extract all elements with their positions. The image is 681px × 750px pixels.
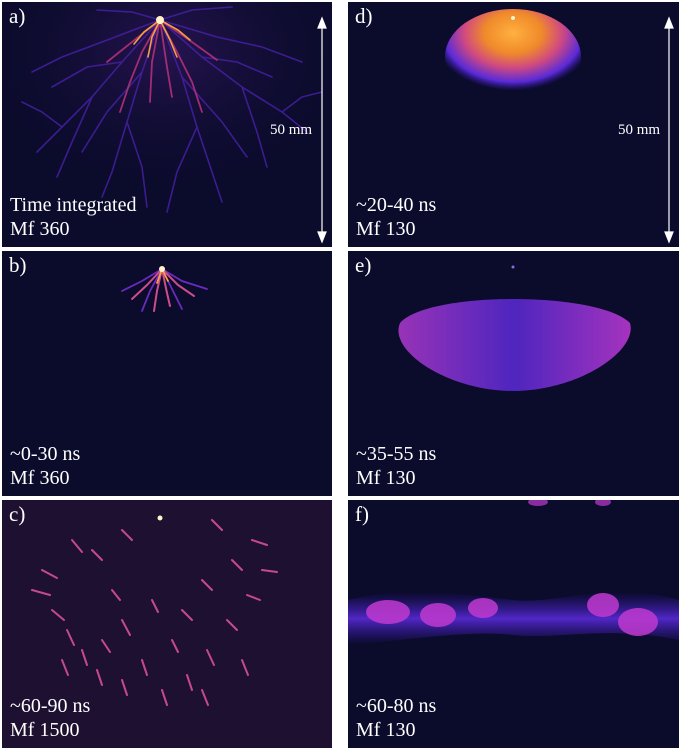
panel-c-mf: Mf 1500 xyxy=(10,719,80,741)
panel-d-scale-label: 50 mm xyxy=(618,122,661,138)
panel-d-time: ~20-40 ns xyxy=(356,194,437,216)
panel-b-image xyxy=(121,266,208,312)
panel-c-caption: ~60-90 ns Mf 1500 xyxy=(10,694,90,742)
panel-a: a) Time integrated Mf 360 50 mm xyxy=(2,2,332,247)
panel-f-label: f) xyxy=(355,502,369,526)
panel-b-time: ~0-30 ns xyxy=(10,443,81,465)
panel-e-time: ~35-55 ns xyxy=(356,443,437,465)
panel-f-mf: Mf 130 xyxy=(356,719,416,741)
panel-b: b) ~0-30 ns Mf 360 xyxy=(2,251,332,496)
panel-d-image xyxy=(445,9,581,105)
panel-b-caption: ~0-30 ns Mf 360 xyxy=(10,442,80,490)
panel-a-image xyxy=(2,2,332,247)
panel-c-image xyxy=(31,515,278,706)
panel-f: f) ~60-80 ns Mf 130 xyxy=(348,500,679,748)
panel-a-scale-label: 50 mm xyxy=(270,122,313,138)
panel-c-time: ~60-90 ns xyxy=(10,695,91,717)
panel-b-mf: Mf 360 xyxy=(10,467,70,489)
panel-e-label: e) xyxy=(355,253,372,277)
panel-f-caption: ~60-80 ns Mf 130 xyxy=(356,694,436,742)
panel-a-scale-bar xyxy=(317,16,327,244)
panel-a-time: Time integrated xyxy=(10,194,137,216)
panel-d-label: d) xyxy=(355,4,373,28)
panel-f-image xyxy=(348,500,679,645)
panel-d-mf: Mf 130 xyxy=(356,218,416,240)
panel-a-label: a) xyxy=(9,4,26,28)
panel-e-mf: Mf 130 xyxy=(356,467,416,489)
panel-f-time: ~60-80 ns xyxy=(356,695,437,717)
panel-c-label: c) xyxy=(9,502,26,526)
panel-a-mf: Mf 360 xyxy=(10,218,70,240)
panel-d-scale-bar xyxy=(664,16,674,244)
panel-e-image xyxy=(398,265,631,391)
panel-c: c) ~60-90 ns Mf 1500 xyxy=(2,500,332,748)
panel-d: d) ~20-40 ns Mf 130 50 mm xyxy=(348,2,679,247)
panel-b-label: b) xyxy=(9,253,27,277)
panel-e-caption: ~35-55 ns Mf 130 xyxy=(356,442,436,490)
panel-e: e) ~35-55 ns Mf 130 xyxy=(348,251,679,496)
panel-a-caption: Time integrated Mf 360 xyxy=(10,193,136,241)
panel-d-caption: ~20-40 ns Mf 130 xyxy=(356,193,436,241)
